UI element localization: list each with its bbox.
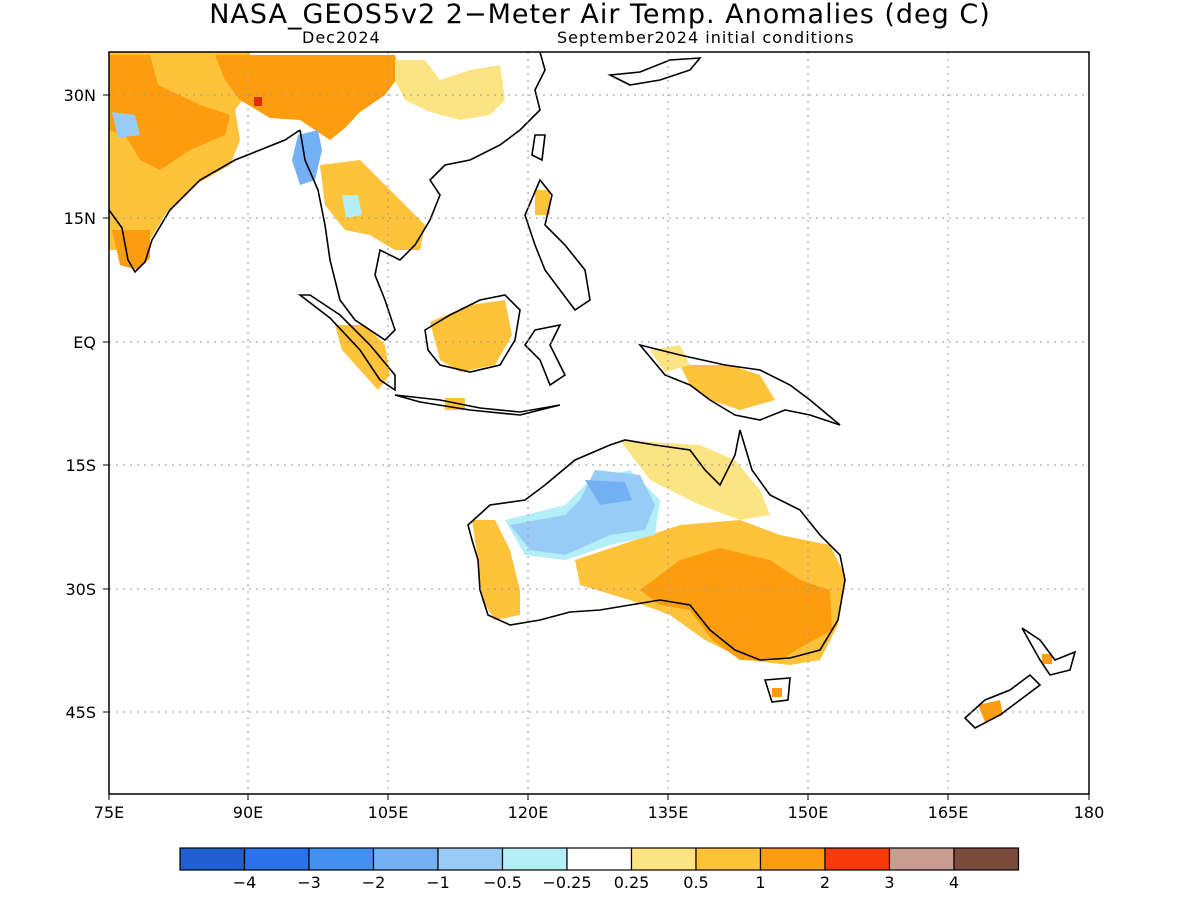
colorbar-swatch — [501, 847, 568, 871]
coast-taiwan — [531, 134, 546, 162]
colorbar-swatch — [630, 847, 697, 871]
anomaly-tibet-china — [215, 55, 400, 140]
colorbar-label: −3 — [297, 873, 321, 892]
anomaly-australia-se-strong — [640, 548, 832, 660]
anomaly-tasmania — [772, 688, 782, 697]
anomaly-india-strong — [109, 55, 230, 170]
coast-java — [394, 394, 561, 416]
anomaly-australia-cool-strong — [585, 480, 632, 505]
colorbar-label: 2 — [820, 873, 830, 892]
colorbar-swatch — [566, 847, 633, 871]
colorbar-label: −4 — [233, 873, 257, 892]
lat-label-30n: 30N — [64, 86, 96, 105]
colorbar-swatch — [308, 847, 375, 871]
colorbar-label: −0.25 — [542, 873, 591, 892]
colorbar-swatch — [759, 847, 826, 871]
colorbar-swatch — [695, 847, 762, 871]
anomaly-philippines — [535, 190, 550, 215]
colorbar-swatch — [888, 847, 955, 871]
initial-conditions: September2024 initial conditions — [557, 28, 855, 47]
colorbar-swatch — [243, 847, 310, 871]
coast-sumatra — [297, 294, 396, 392]
colorbar-label: −2 — [362, 873, 386, 892]
tick-marks — [103, 94, 1090, 800]
coast-japan — [607, 57, 702, 86]
lon-label-120e: 120E — [508, 803, 549, 822]
lon-label-135e: 135E — [648, 803, 689, 822]
coast-philippines — [524, 178, 591, 312]
colorbar-swatch — [179, 847, 246, 871]
colorbar-label: 1 — [755, 873, 765, 892]
colorbar-label: 3 — [884, 873, 894, 892]
coast-borneo — [424, 294, 521, 373]
colorbar-swatch — [372, 847, 439, 871]
lon-label-90e: 90E — [233, 803, 263, 822]
anomaly-field — [109, 52, 1052, 722]
colorbar-label: 0.25 — [614, 873, 650, 892]
anomaly-se-asia — [320, 160, 425, 250]
lat-label-eq: EQ — [73, 333, 96, 352]
colorbar-label: 0.5 — [683, 873, 708, 892]
anomaly-new-guinea — [680, 365, 775, 410]
colorbar-swatch — [437, 847, 504, 871]
map-title: NASA_GEOS5v2 2−Meter Air Temp. Anomalies… — [209, 0, 991, 30]
forecast-month: Dec2024 — [302, 28, 381, 47]
lon-label-165e: 165E — [928, 803, 969, 822]
coast-tasmania — [763, 677, 791, 703]
lon-label-105e: 105E — [368, 803, 409, 822]
anomaly-india-south — [112, 230, 150, 270]
anomaly-borneo — [430, 300, 512, 372]
colorbar-label: −0.5 — [483, 873, 522, 892]
coast-nz-north — [1021, 627, 1077, 676]
map-frame — [108, 51, 1090, 795]
coast-se-asia — [299, 52, 546, 342]
anomaly-new-zealand-north — [1042, 654, 1052, 664]
anomaly-new-guinea-light — [650, 345, 690, 372]
coastlines — [109, 52, 1077, 729]
lat-label-45s: 45S — [65, 703, 96, 722]
colorbar-label: −1 — [426, 873, 450, 892]
colorbar: −4 −3 −2 −1 −0.5 −0.25 0.25 0.5 1 2 3 4 — [179, 847, 1020, 892]
coast-sulawesi — [523, 323, 567, 387]
anomaly-thailand-cool — [342, 195, 362, 218]
coast-nz-south — [963, 673, 1042, 729]
coast-india — [109, 129, 301, 274]
anomaly-china-light — [395, 60, 505, 120]
anomaly-australia-sw — [472, 520, 520, 620]
colorbar-swatch — [953, 847, 1020, 871]
anomaly-hot-spot — [254, 97, 262, 106]
coast-australia — [467, 429, 846, 661]
lat-label-30s: 30S — [65, 580, 96, 599]
graticule — [109, 52, 1089, 794]
coast-new-guinea — [637, 343, 841, 426]
anomaly-india-cool — [112, 112, 140, 138]
lon-label-150e: 150E — [788, 803, 829, 822]
lon-label-180: 180 — [1074, 803, 1105, 822]
colorbar-swatch — [824, 847, 891, 871]
lat-label-15n: 15N — [64, 209, 96, 228]
anomaly-myanmar-cool — [292, 130, 322, 185]
lon-label-75e: 75E — [94, 803, 124, 822]
lat-label-15s: 15S — [65, 456, 96, 475]
colorbar-label: 4 — [949, 873, 959, 892]
